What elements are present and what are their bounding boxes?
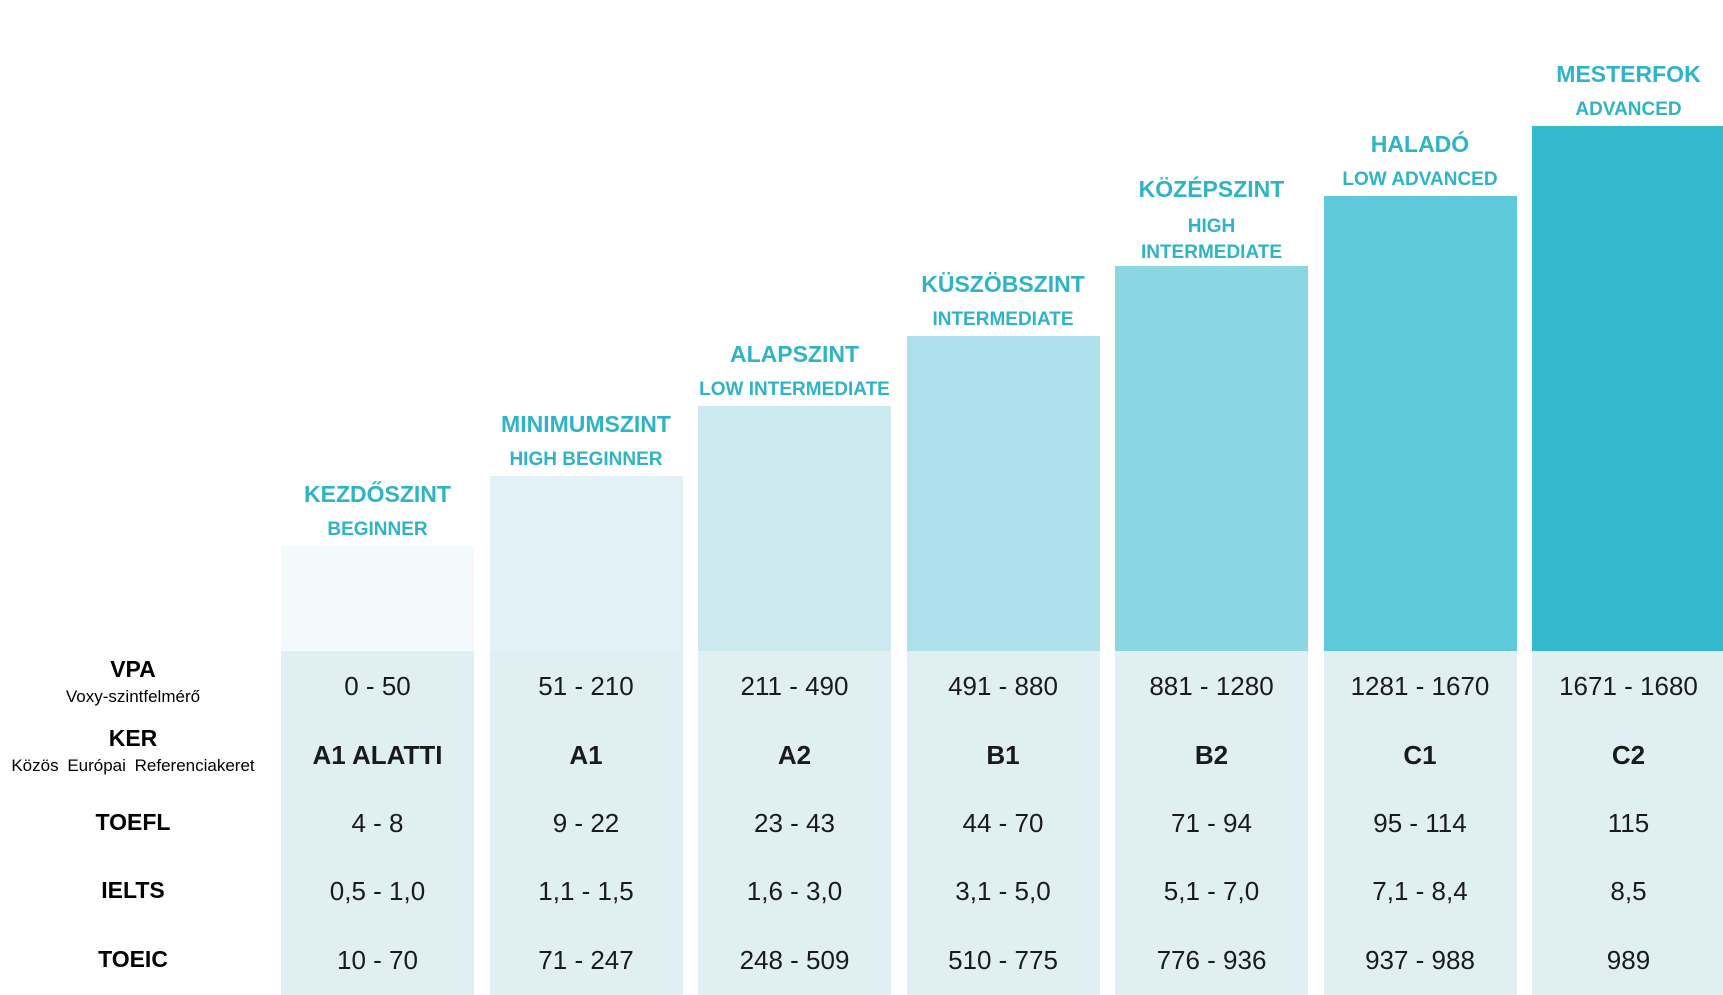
table-cell: 115 [1607, 808, 1650, 838]
level-subtitle: ADVANCED [1575, 99, 1682, 120]
table-cell: 51 - 210 [538, 671, 634, 701]
level-title: MESTERFOK [1556, 61, 1701, 87]
table-cell: 71 - 247 [538, 945, 634, 975]
level-values-column [281, 651, 474, 995]
level-title: ALAPSZINT [729, 341, 860, 367]
table-cell: A2 [777, 740, 812, 770]
level-values-column [906, 651, 1100, 995]
table-cell: 4 - 8 [351, 808, 404, 838]
table-cell: 5,1 - 7,0 [1163, 876, 1260, 906]
table-cell: C1 [1403, 740, 1437, 770]
table-cell: C2 [1611, 740, 1646, 770]
row-label-ielts: IELTS [101, 877, 165, 903]
level-bar [489, 476, 683, 651]
row-sublabel: Közös Európai Referenciakeret [11, 756, 255, 775]
table-cell: 7,1 - 8,4 [1372, 876, 1468, 906]
level-title: MINIMUMSZINT [501, 411, 671, 437]
level-bar [698, 406, 891, 651]
table-cell: 23 - 43 [754, 808, 835, 838]
table-cell: 881 - 1280 [1149, 671, 1274, 701]
table-cell: 95 - 114 [1373, 808, 1467, 838]
table-cell: 1671 - 1680 [1559, 671, 1698, 701]
table-cell: A1 ALATTI [312, 740, 443, 770]
table-cell: 3,1 - 5,0 [955, 876, 1051, 906]
table-cell: 510 - 775 [948, 945, 1058, 975]
level-bar [1532, 126, 1723, 651]
table-cell: 71 - 94 [1171, 808, 1252, 838]
level-title: KÜSZÖBSZINT [921, 271, 1085, 297]
table-cell: 491 - 880 [948, 671, 1058, 701]
table-cell: 1,1 - 1,5 [538, 876, 634, 906]
level-subtitle: LOW INTERMEDIATE [699, 379, 890, 400]
table-cell: 10 - 70 [337, 945, 418, 975]
row-label-toeic: TOEIC [98, 946, 168, 972]
table-cell: 8,5 [1610, 876, 1647, 906]
level-values-column [1323, 651, 1517, 995]
table-cell: 937 - 988 [1365, 945, 1475, 975]
level-bar [281, 546, 474, 651]
table-cell: 211 - 490 [740, 671, 849, 701]
table-cell: 9 - 22 [552, 808, 620, 838]
level-subtitle: INTERMEDIATE [932, 309, 1074, 330]
table-cell: 44 - 70 [962, 808, 1044, 838]
level-subtitle: HIGH INTERMEDIATE [1140, 216, 1283, 263]
level-subtitle: BEGINNER [327, 519, 428, 540]
level-values-column [1115, 651, 1308, 995]
row-label-ker: KER [108, 725, 158, 751]
row-label-vpa: VPA [110, 656, 156, 682]
level-values-column [698, 651, 891, 995]
level-subtitle: LOW ADVANCED [1342, 169, 1498, 190]
level-bar [1323, 196, 1517, 651]
row-label-toefl: TOEFL [95, 809, 171, 835]
table-cell: B1 [986, 740, 1020, 770]
level-bar [1115, 266, 1308, 651]
level-subtitle: HIGH BEGINNER [509, 449, 663, 470]
table-cell: 776 - 936 [1156, 945, 1267, 975]
level-bar [906, 336, 1100, 651]
table-cell: 989 [1606, 945, 1651, 975]
level-title: KÖZÉPSZINT [1138, 176, 1285, 202]
table-cell: 248 - 509 [739, 945, 850, 975]
table-cell: B2 [1194, 740, 1229, 770]
level-title: HALADÓ [1370, 131, 1470, 157]
table-cell: 1281 - 1670 [1350, 671, 1490, 701]
level-values-column [489, 651, 683, 995]
table-cell: 0 - 50 [344, 671, 411, 701]
level-values-column [1532, 651, 1723, 995]
table-cell: 0,5 - 1,0 [329, 876, 426, 906]
row-sublabel: Voxy-szintfelmérő [65, 687, 201, 706]
table-cell: 1,6 - 3,0 [746, 876, 843, 906]
table-cell: A1 [569, 740, 603, 770]
level-title: KEZDŐSZINT [304, 481, 451, 507]
